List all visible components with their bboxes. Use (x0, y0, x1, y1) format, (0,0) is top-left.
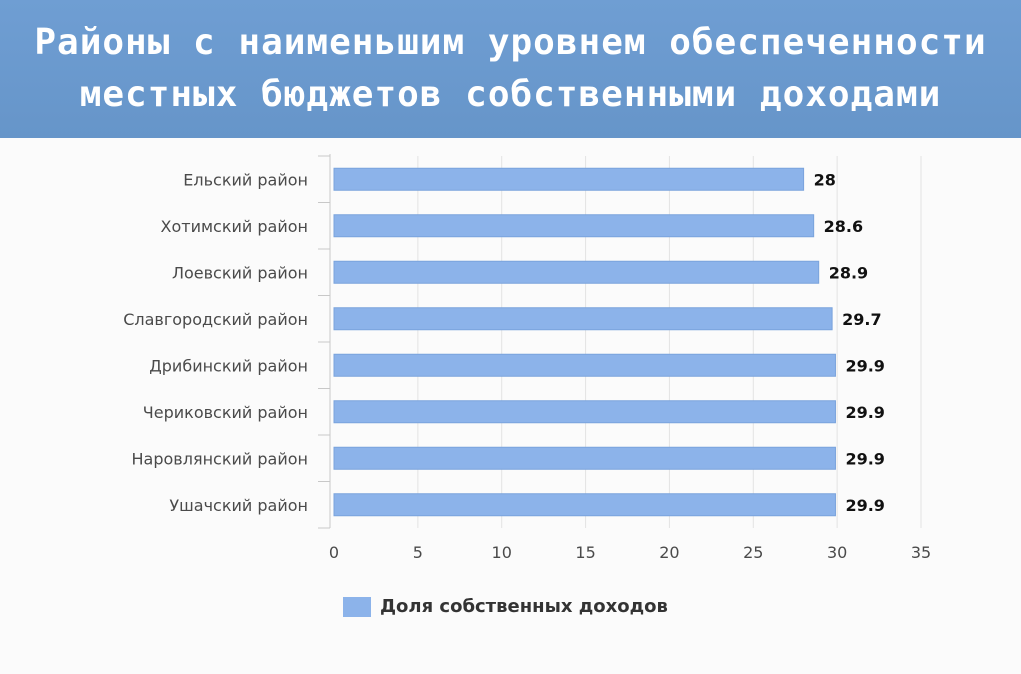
legend[interactable]: Доля собственных доходов (343, 596, 668, 617)
bar (333, 353, 836, 377)
x-tick-label: 25 (743, 543, 763, 562)
bar (333, 167, 805, 191)
x-tick-label: 35 (911, 543, 931, 562)
category-label: Дрибинский район (149, 356, 308, 375)
x-tick-label: 20 (659, 543, 679, 562)
category-label: Ельский район (183, 170, 308, 189)
bar (333, 400, 836, 424)
chart-title-line-1: Районы с наименьшим уровнем обеспеченнос… (34, 22, 987, 63)
category-label: Чериковский район (143, 403, 308, 422)
data-label: 29.9 (845, 403, 884, 422)
data-label: 28.9 (829, 263, 868, 282)
x-tick-label: 30 (827, 543, 847, 562)
legend-swatch (343, 596, 371, 617)
x-tick-label: 15 (575, 543, 595, 562)
data-label: 29.7 (842, 310, 881, 329)
legend-label: Доля собственных доходов (380, 596, 668, 617)
bar (333, 446, 836, 470)
category-label: Славгородский район (123, 310, 308, 329)
x-tick-label: 5 (413, 543, 423, 562)
category-label: Лоевский район (172, 263, 308, 282)
chart-header: Районы с наименьшим уровнем обеспеченнос… (0, 0, 1021, 138)
bar (333, 214, 815, 238)
category-label: Наровлянский район (132, 449, 308, 468)
bar (333, 493, 836, 517)
data-label: 28 (814, 170, 836, 189)
x-tick-label: 0 (329, 543, 339, 562)
x-tick-label: 10 (492, 543, 512, 562)
category-label: Ушачский район (169, 496, 308, 515)
bar (333, 260, 820, 284)
category-label: Хотимский район (161, 217, 309, 236)
bar (333, 307, 833, 331)
data-label: 29.9 (845, 356, 884, 375)
data-label: 29.9 (845, 496, 884, 515)
chart-title-line-2: местных бюджетов собственными доходами (79, 74, 942, 115)
data-label: 29.9 (845, 449, 884, 468)
data-label: 28.6 (824, 217, 863, 236)
